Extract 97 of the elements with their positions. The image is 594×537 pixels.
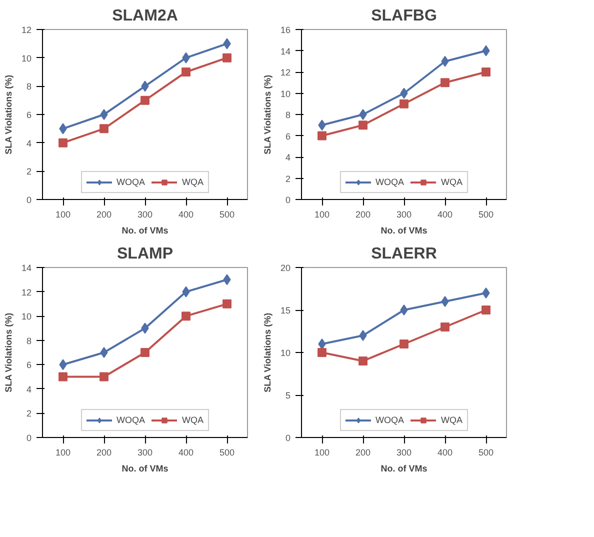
chart-title: SLAMP bbox=[117, 246, 174, 262]
point bbox=[318, 338, 326, 350]
y-tick-label: 0 bbox=[26, 195, 32, 205]
x-tick-label: 400 bbox=[437, 210, 453, 220]
x-tick-label: 100 bbox=[55, 448, 71, 458]
x-axis-title: No. of VMs bbox=[380, 226, 428, 236]
point bbox=[359, 109, 367, 120]
x-tick-label: 200 bbox=[96, 210, 112, 220]
legend-label: WOQA bbox=[116, 415, 145, 425]
legend-label: WQA bbox=[441, 415, 462, 425]
y-tick-label: 6 bbox=[26, 360, 32, 370]
y-tick-label: 2 bbox=[285, 174, 291, 184]
point bbox=[400, 340, 408, 348]
x-tick-label: 500 bbox=[219, 210, 235, 220]
y-tick-label: 6 bbox=[285, 131, 291, 142]
x-tick-label: 400 bbox=[178, 448, 194, 458]
y-tick-label: 10 bbox=[21, 312, 32, 322]
legend-label: WQA bbox=[182, 177, 204, 187]
y-tick-label: 14 bbox=[280, 46, 291, 56]
point bbox=[100, 124, 108, 134]
y-tick-label: 4 bbox=[285, 152, 291, 162]
point bbox=[359, 330, 367, 341]
y-tick-label: 8 bbox=[26, 82, 32, 92]
x-tick-label: 100 bbox=[314, 210, 330, 220]
point bbox=[100, 372, 108, 382]
chart-title: SLAM2A bbox=[112, 8, 178, 24]
point bbox=[222, 53, 232, 62]
x-tick-label: 300 bbox=[396, 448, 412, 458]
y-tick-label: 15 bbox=[280, 306, 291, 316]
point bbox=[318, 131, 326, 140]
y-axis-title: SLA Violations (%) bbox=[3, 74, 14, 154]
x-tick-label: 100 bbox=[314, 448, 330, 458]
x-tick-label: 200 bbox=[355, 448, 371, 458]
y-tick-label: 10 bbox=[21, 53, 32, 64]
y-tick-label: 10 bbox=[280, 88, 291, 99]
y-tick-label: 4 bbox=[26, 138, 32, 148]
x-tick-label: 500 bbox=[478, 210, 494, 220]
y-tick-label: 0 bbox=[285, 433, 291, 443]
y-tick-label: 20 bbox=[280, 263, 291, 273]
point bbox=[140, 348, 150, 357]
x-tick-label: 100 bbox=[55, 210, 71, 220]
point bbox=[318, 348, 326, 357]
y-tick-label: 2 bbox=[26, 408, 32, 419]
y-tick-label: 12 bbox=[21, 25, 32, 35]
point bbox=[58, 138, 68, 148]
point bbox=[440, 78, 450, 88]
point bbox=[482, 288, 490, 298]
legend-label: WOQA bbox=[376, 177, 404, 187]
point bbox=[358, 356, 368, 366]
y-tick-label: 6 bbox=[26, 110, 32, 120]
legend-label: WQA bbox=[182, 415, 204, 425]
legend-label: WOQA bbox=[376, 415, 404, 425]
y-tick-label: 14 bbox=[21, 263, 32, 273]
x-tick-label: 300 bbox=[137, 448, 153, 458]
point bbox=[400, 304, 408, 316]
y-tick-label: 12 bbox=[21, 287, 32, 298]
y-axis-title: SLA Violations (%) bbox=[3, 312, 14, 392]
y-tick-label: 8 bbox=[26, 336, 32, 346]
point bbox=[100, 109, 108, 120]
point bbox=[482, 306, 490, 314]
y-tick-label: 12 bbox=[280, 68, 291, 78]
y-tick-label: 4 bbox=[26, 384, 32, 394]
x-tick-label: 300 bbox=[396, 210, 412, 220]
chart-title: SLAERR bbox=[371, 246, 438, 262]
point bbox=[440, 322, 450, 332]
y-axis-title: SLA Violations (%) bbox=[262, 312, 272, 392]
chart-title: SLAFBG bbox=[371, 8, 437, 24]
legend-label: WQA bbox=[441, 177, 462, 187]
y-tick-label: 8 bbox=[285, 110, 291, 120]
x-tick-label: 200 bbox=[96, 448, 112, 458]
point bbox=[482, 68, 490, 76]
y-tick-label: 0 bbox=[26, 433, 32, 443]
y-tick-label: 2 bbox=[26, 166, 32, 177]
legend-label: WOQA bbox=[116, 177, 145, 187]
point bbox=[140, 96, 150, 105]
y-axis-title: SLA Violations (%) bbox=[262, 74, 272, 154]
x-axis-title: No. of VMs bbox=[122, 226, 168, 236]
y-tick-label: 5 bbox=[285, 390, 291, 400]
x-tick-label: 200 bbox=[355, 210, 371, 220]
point bbox=[358, 120, 368, 130]
x-tick-label: 400 bbox=[437, 448, 453, 458]
y-tick-label: 0 bbox=[285, 195, 291, 205]
x-axis-title: No. of VMs bbox=[122, 464, 168, 474]
point bbox=[100, 347, 108, 358]
point bbox=[222, 299, 232, 308]
x-tick-label: 300 bbox=[137, 210, 153, 220]
x-tick-label: 500 bbox=[219, 448, 235, 458]
point bbox=[182, 312, 190, 321]
point bbox=[58, 372, 68, 382]
point bbox=[441, 296, 449, 307]
x-tick-label: 500 bbox=[478, 448, 494, 458]
point bbox=[182, 68, 190, 76]
x-axis-title: No. of VMs bbox=[380, 464, 428, 474]
y-tick-label: 10 bbox=[280, 348, 291, 358]
y-tick-label: 16 bbox=[280, 25, 291, 35]
x-tick-label: 400 bbox=[178, 210, 194, 220]
point bbox=[400, 99, 408, 108]
